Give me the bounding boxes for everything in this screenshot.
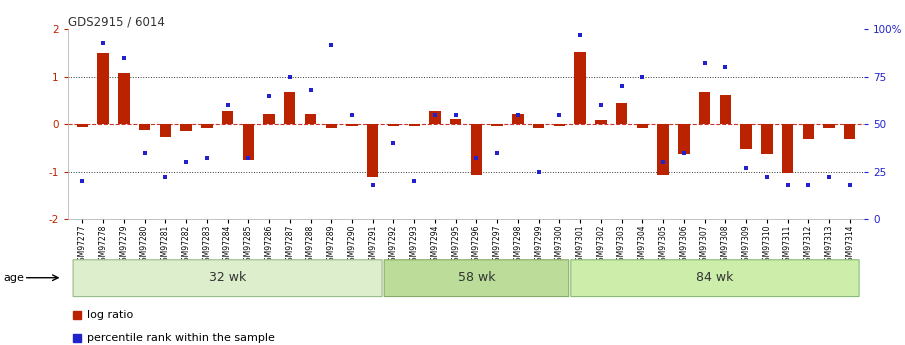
FancyBboxPatch shape: [73, 260, 382, 297]
Point: [738, 165, 753, 170]
Bar: [761, 124, 773, 154]
Point: [698, 61, 712, 66]
Bar: [512, 114, 524, 124]
FancyBboxPatch shape: [571, 260, 859, 297]
Point: [843, 182, 857, 188]
Point: [656, 159, 671, 165]
Point: [75, 178, 90, 184]
Bar: [616, 103, 627, 124]
Bar: [138, 124, 150, 130]
Bar: [263, 114, 275, 124]
Point: [282, 74, 297, 79]
Bar: [222, 111, 233, 124]
Text: 32 wk: 32 wk: [209, 271, 246, 284]
Bar: [305, 114, 316, 124]
Point: [677, 150, 691, 155]
Bar: [491, 124, 503, 126]
Point: [573, 32, 587, 38]
Bar: [657, 124, 669, 175]
Point: [718, 65, 732, 70]
Bar: [326, 124, 337, 128]
Bar: [471, 124, 482, 175]
Bar: [429, 111, 441, 124]
Bar: [554, 124, 565, 126]
Point: [345, 112, 359, 117]
Bar: [844, 124, 855, 139]
Point: [428, 112, 443, 117]
Bar: [159, 124, 171, 137]
Point: [614, 83, 629, 89]
Bar: [595, 120, 606, 124]
Point: [324, 42, 338, 47]
FancyBboxPatch shape: [384, 260, 568, 297]
Point: [531, 169, 546, 174]
Point: [449, 112, 463, 117]
Point: [241, 156, 255, 161]
Bar: [243, 124, 254, 160]
Point: [117, 55, 131, 61]
Bar: [740, 124, 752, 149]
Bar: [533, 124, 545, 128]
Bar: [636, 124, 648, 128]
Text: 84 wk: 84 wk: [696, 271, 734, 284]
Bar: [347, 124, 357, 126]
Bar: [180, 124, 192, 131]
Point: [138, 150, 152, 155]
Bar: [803, 124, 814, 139]
Bar: [699, 92, 710, 124]
Point: [759, 175, 774, 180]
Point: [490, 150, 504, 155]
Point: [366, 182, 380, 188]
Point: [822, 175, 836, 180]
Bar: [367, 124, 378, 177]
Bar: [408, 124, 420, 126]
Point: [594, 102, 608, 108]
Bar: [719, 95, 731, 124]
Text: percentile rank within the sample: percentile rank within the sample: [87, 333, 275, 343]
Point: [510, 112, 525, 117]
Bar: [782, 124, 794, 172]
Bar: [387, 124, 399, 126]
Point: [469, 156, 483, 161]
Bar: [284, 92, 296, 124]
Point: [780, 182, 795, 188]
Point: [179, 159, 194, 165]
Point: [552, 112, 567, 117]
Point: [303, 87, 318, 93]
Bar: [119, 73, 129, 124]
Text: 58 wk: 58 wk: [458, 271, 495, 284]
Point: [220, 102, 234, 108]
Text: GDS2915 / 6014: GDS2915 / 6014: [68, 15, 165, 28]
Point: [635, 74, 650, 79]
Point: [386, 140, 401, 146]
Text: age: age: [4, 273, 24, 283]
Point: [96, 40, 110, 45]
Bar: [678, 124, 690, 154]
Bar: [77, 124, 88, 127]
Text: log ratio: log ratio: [87, 310, 133, 320]
Bar: [824, 124, 834, 128]
Point: [407, 178, 422, 184]
Point: [158, 175, 173, 180]
Point: [200, 156, 214, 161]
Bar: [201, 124, 213, 128]
Point: [262, 93, 276, 99]
Point: [801, 182, 815, 188]
Bar: [575, 52, 586, 124]
Bar: [450, 119, 462, 124]
Bar: [98, 53, 109, 124]
